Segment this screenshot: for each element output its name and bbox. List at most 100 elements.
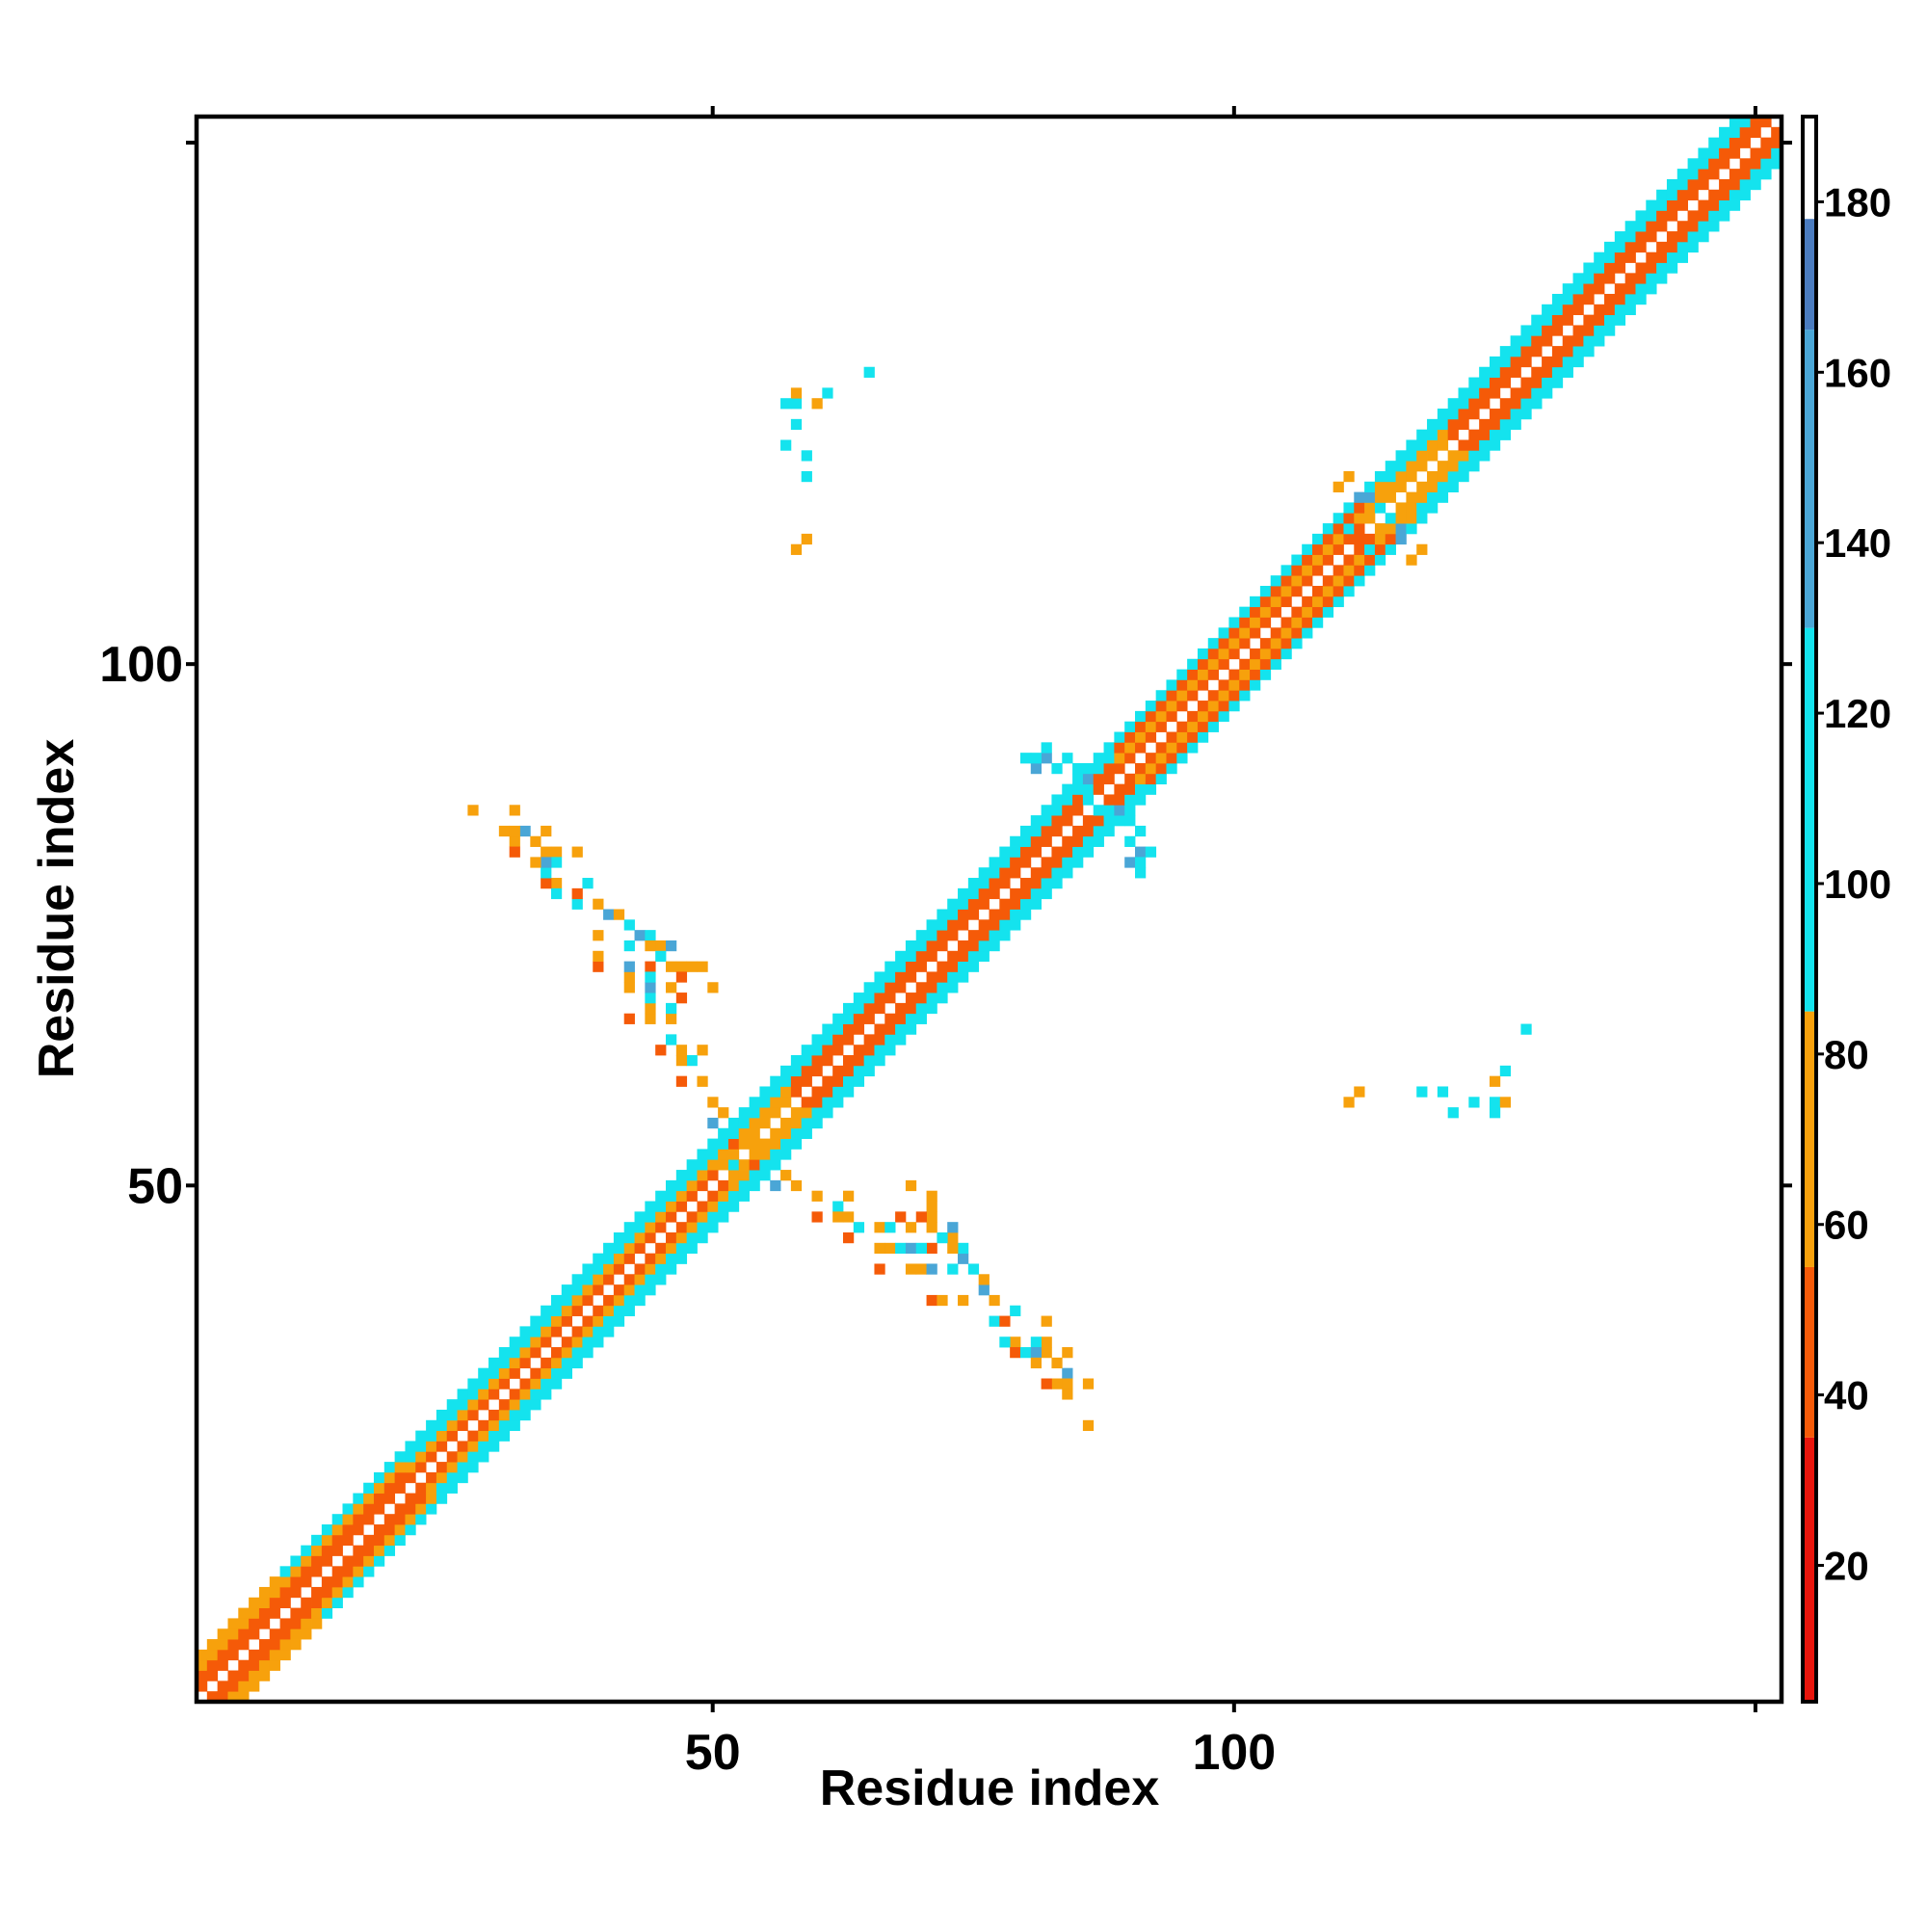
heatmap-cell <box>457 1451 468 1463</box>
heatmap-cell <box>1124 794 1136 806</box>
heatmap-cell <box>1614 262 1626 274</box>
heatmap-cell <box>1447 470 1459 483</box>
heatmap-cell <box>1291 627 1303 639</box>
heatmap-cell <box>550 1367 563 1379</box>
heatmap-cell <box>571 1326 583 1337</box>
heatmap-cell <box>603 1294 615 1307</box>
heatmap-cell <box>436 1441 448 1452</box>
heatmap-cell <box>1030 1357 1043 1369</box>
heatmap-cell <box>1479 429 1491 440</box>
heatmap-cell <box>217 1639 228 1651</box>
heatmap-cell <box>311 1566 323 1577</box>
heatmap-cell <box>1468 387 1480 399</box>
heatmap-cell <box>697 1149 708 1160</box>
heatmap-cell <box>1166 742 1177 754</box>
heatmap-cell <box>1479 377 1491 388</box>
heatmap-cell <box>1458 387 1469 399</box>
heatmap-cell <box>634 1242 646 1255</box>
heatmap-cell <box>426 1441 437 1452</box>
heatmap-cell <box>842 1211 855 1223</box>
heatmap-cell <box>675 1253 688 1264</box>
heatmap-cell <box>874 971 885 983</box>
heatmap-cell <box>790 543 803 555</box>
heatmap-cell <box>1343 1097 1355 1108</box>
heatmap-cell <box>301 1607 312 1619</box>
heatmap-cell <box>1072 773 1084 785</box>
heatmap-cell <box>707 982 719 993</box>
heatmap-cell <box>1322 523 1334 535</box>
heatmap-cell <box>822 1034 833 1045</box>
heatmap-cell <box>1771 126 1782 139</box>
heatmap-cell <box>311 1586 323 1599</box>
heatmap-cell <box>290 1555 302 1567</box>
heatmap-cell <box>1197 731 1209 743</box>
heatmap-cell <box>718 1149 729 1160</box>
heatmap-cell <box>1030 835 1043 847</box>
heatmap-cell <box>1124 773 1136 785</box>
heatmap-cell <box>884 1034 896 1045</box>
heatmap-cell <box>561 1305 572 1316</box>
heatmap-cell <box>1239 658 1251 670</box>
heatmap-cell <box>645 930 656 941</box>
heatmap-cell <box>1729 169 1741 180</box>
heatmap-cell <box>780 1138 792 1150</box>
heatmap-cell <box>1197 658 1209 670</box>
heatmap-cell <box>1499 346 1512 357</box>
heatmap-cell <box>1019 753 1032 764</box>
heatmap-cell <box>989 940 1000 952</box>
heatmap-cell <box>926 1002 937 1015</box>
heatmap-cell <box>1719 126 1730 139</box>
heatmap-cell <box>197 1649 208 1661</box>
heatmap-cell <box>853 1222 865 1233</box>
heatmap-cell <box>227 1618 239 1629</box>
heatmap-cell <box>623 1274 635 1285</box>
heatmap-cell <box>1729 147 1741 159</box>
heatmap-cell <box>1395 450 1407 462</box>
heatmap-cell <box>707 1159 719 1171</box>
heatmap-cell <box>1416 543 1428 555</box>
heatmap-cell <box>989 909 1000 920</box>
heatmap-cell <box>1082 773 1095 785</box>
heatmap-cell <box>1155 753 1167 764</box>
heatmap-cell <box>1510 335 1521 347</box>
heatmap-cell <box>394 1503 406 1515</box>
heatmap-cell <box>1551 304 1564 316</box>
heatmap-cell <box>1239 606 1251 618</box>
heatmap-cell <box>790 1065 803 1077</box>
heatmap-cell <box>1354 1086 1365 1098</box>
heatmap-cell <box>707 1149 719 1160</box>
heatmap-cell <box>249 1649 260 1661</box>
heatmap-cell <box>1041 857 1052 868</box>
heatmap-cell <box>727 1190 740 1202</box>
heatmap-cell <box>550 878 563 889</box>
heatmap-cell <box>541 825 552 837</box>
heatmap-cell <box>1499 366 1512 378</box>
heatmap-cell <box>822 1045 833 1056</box>
heatmap-cell <box>1583 293 1595 305</box>
heatmap-cell <box>1520 325 1532 336</box>
heatmap-cell <box>1572 335 1584 347</box>
heatmap-cell <box>1354 533 1365 545</box>
heatmap-cell <box>915 930 927 941</box>
heatmap-cell <box>1635 283 1647 295</box>
heatmap-cell <box>509 1399 520 1411</box>
heatmap-cell <box>1406 554 1417 566</box>
heatmap-cell <box>967 930 980 941</box>
heatmap-cell <box>1103 805 1115 816</box>
heatmap-cell <box>1666 210 1678 222</box>
heatmap-cell <box>519 1347 531 1359</box>
heatmap-cell <box>436 1419 448 1432</box>
heatmap-cell <box>321 1597 333 1608</box>
heatmap-cell <box>353 1514 364 1525</box>
heatmap-cell <box>1343 523 1355 535</box>
heatmap-cell <box>1594 314 1605 326</box>
heatmap-cell <box>1093 825 1104 837</box>
heatmap-cell <box>353 1503 364 1515</box>
heatmap-cell <box>853 1023 865 1035</box>
heatmap-cell <box>1093 762 1104 775</box>
heatmap-cell <box>666 1179 677 1192</box>
heatmap-cell <box>1447 1107 1459 1119</box>
heatmap-cell <box>373 1534 385 1547</box>
heatmap-cell <box>1572 283 1584 295</box>
heatmap-cell <box>832 1013 844 1024</box>
